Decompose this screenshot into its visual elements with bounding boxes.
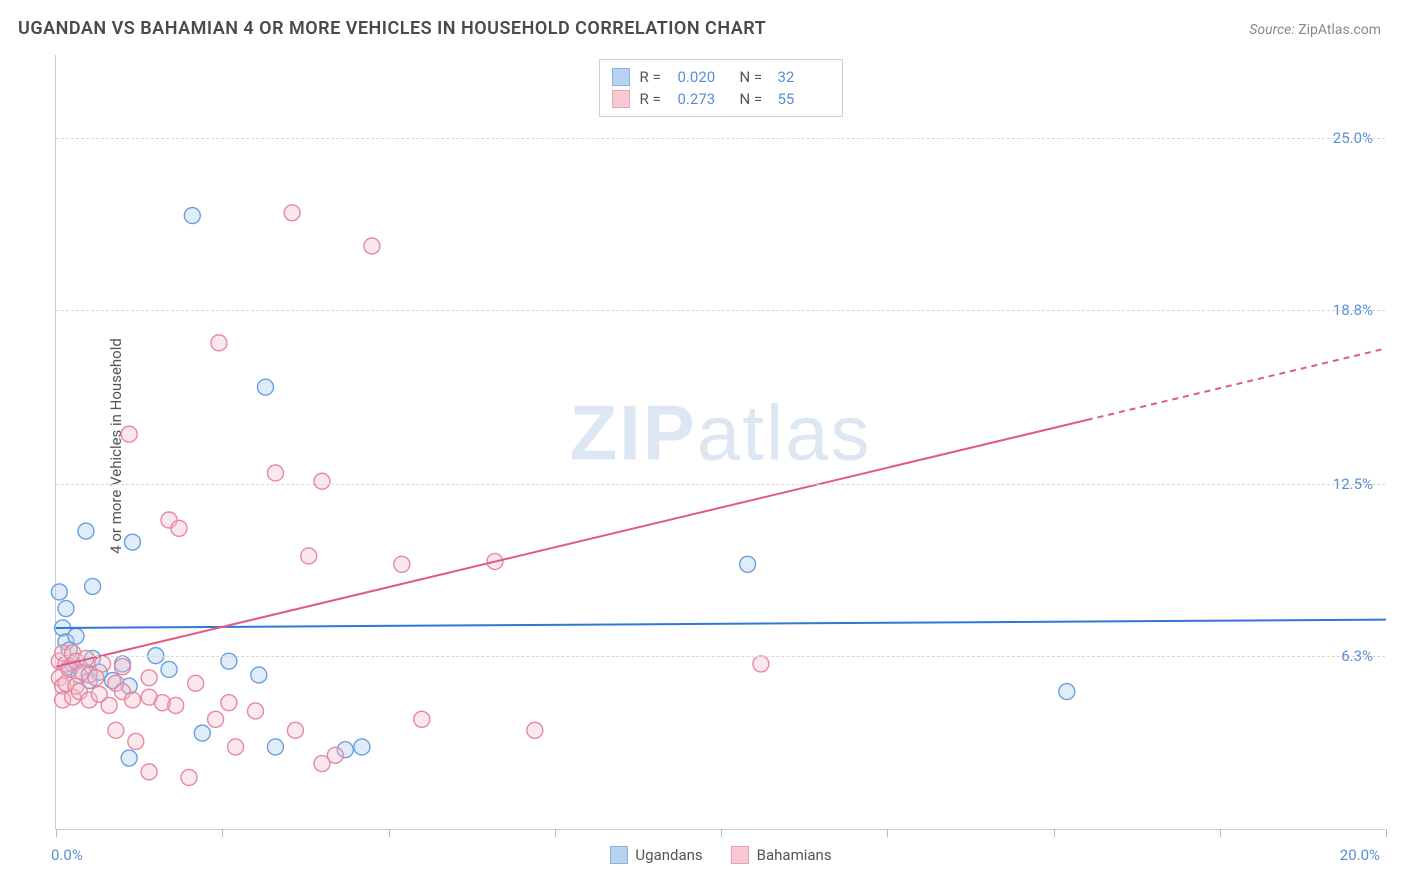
x-tick [1386, 829, 1387, 837]
data-point [124, 534, 140, 550]
legend-swatch [612, 68, 630, 86]
trend-line [56, 420, 1087, 667]
plot-area: ZIPatlas R =0.020N =32R =0.273N =55 0.0%… [55, 55, 1385, 830]
gridline [56, 484, 1385, 485]
source-label: Source: [1249, 22, 1294, 38]
n-value: 55 [778, 90, 830, 108]
data-point [51, 584, 67, 600]
gridline [56, 138, 1385, 139]
n-label: N = [740, 90, 768, 108]
legend-swatch [731, 846, 749, 864]
data-point [414, 711, 430, 727]
x-axis-min-label: 0.0% [51, 846, 83, 864]
x-tick [56, 829, 57, 837]
data-point [115, 659, 131, 675]
r-value: 0.020 [678, 68, 730, 86]
correlation-legend: R = 0.020 N = 32 R = 0.273 N = 55 [599, 59, 843, 117]
data-point [287, 722, 303, 738]
r-label: R = [640, 90, 668, 108]
data-point [248, 703, 264, 719]
x-tick [1054, 829, 1055, 837]
x-tick [887, 829, 888, 837]
data-point [124, 692, 140, 708]
x-tick [222, 829, 223, 837]
legend-stat-row: R = 0.020 N = 32 [612, 66, 830, 88]
legend-item: Bahamians [731, 846, 832, 864]
data-point [228, 739, 244, 755]
n-value: 32 [778, 68, 830, 86]
data-point [141, 670, 157, 686]
data-point [78, 523, 94, 539]
data-point [740, 556, 756, 572]
data-point [108, 722, 124, 738]
series-legend: Ugandans Bahamians [609, 846, 831, 864]
data-point [141, 764, 157, 780]
data-point [267, 465, 283, 481]
legend-swatch [609, 846, 627, 864]
data-point [168, 697, 184, 713]
r-value: 0.273 [678, 90, 730, 108]
data-point [58, 601, 74, 617]
data-point [364, 238, 380, 254]
data-point [211, 335, 227, 351]
data-point [188, 675, 204, 691]
data-point [121, 426, 137, 442]
scatter-svg [56, 55, 1385, 829]
x-tick [389, 829, 390, 837]
data-point [121, 750, 137, 766]
source-value: ZipAtlas.com [1298, 22, 1381, 38]
data-point [314, 473, 330, 489]
y-tick-label: 12.5% [1333, 475, 1373, 493]
x-tick [721, 829, 722, 837]
y-tick-label: 6.3% [1341, 647, 1373, 665]
data-point [394, 556, 410, 572]
data-point [101, 697, 117, 713]
data-point [267, 739, 283, 755]
data-point [221, 695, 237, 711]
data-point [95, 656, 111, 672]
data-point [171, 520, 187, 536]
data-point [251, 667, 267, 683]
x-tick [555, 829, 556, 837]
data-point [68, 628, 84, 644]
data-point [128, 733, 144, 749]
n-label: N = [740, 68, 768, 86]
gridline [56, 310, 1385, 311]
y-tick-label: 18.8% [1333, 301, 1373, 319]
data-point [257, 379, 273, 395]
data-point [753, 656, 769, 672]
data-point [527, 722, 543, 738]
source-attribution: Source: ZipAtlas.com [1249, 22, 1381, 38]
legend-swatch [612, 90, 630, 108]
x-tick [1220, 829, 1221, 837]
data-point [354, 739, 370, 755]
x-axis-max-label: 20.0% [1340, 846, 1380, 864]
trend-line-dashed [1087, 348, 1386, 420]
legend-stat-row: R = 0.273 N = 55 [612, 88, 830, 110]
chart-title: UGANDAN VS BAHAMIAN 4 OR MORE VEHICLES I… [18, 18, 766, 39]
legend-label: Bahamians [757, 846, 832, 864]
gridline [56, 656, 1385, 657]
data-point [284, 205, 300, 221]
data-point [1059, 684, 1075, 700]
trend-line [56, 620, 1386, 628]
legend-item: Ugandans [609, 846, 702, 864]
data-point [301, 548, 317, 564]
data-point [85, 578, 101, 594]
data-point [194, 725, 210, 741]
y-tick-label: 25.0% [1333, 129, 1373, 147]
data-point [184, 208, 200, 224]
r-label: R = [640, 68, 668, 86]
legend-label: Ugandans [635, 846, 702, 864]
data-point [327, 747, 343, 763]
data-point [208, 711, 224, 727]
data-point [161, 661, 177, 677]
chart-container: UGANDAN VS BAHAMIAN 4 OR MORE VEHICLES I… [0, 0, 1406, 892]
data-point [181, 769, 197, 785]
